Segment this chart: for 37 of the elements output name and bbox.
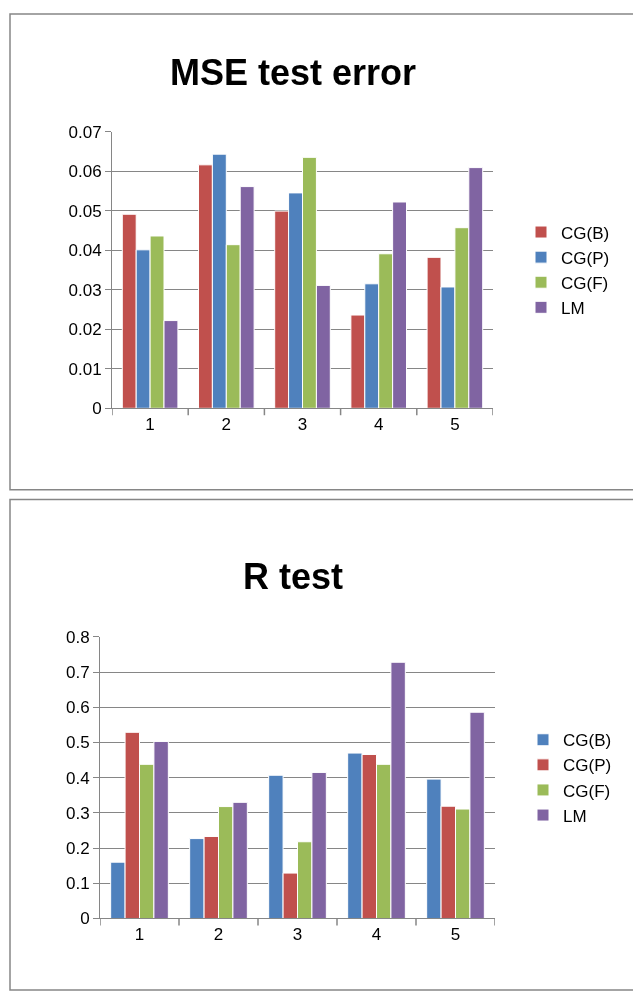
legend-label: LM xyxy=(561,298,585,318)
y-tick-label: 0.8 xyxy=(65,627,90,647)
x-tick-label: 2 xyxy=(213,924,224,944)
x-tick-label: 3 xyxy=(297,414,308,434)
y-tick-label: 0.02 xyxy=(68,320,102,340)
x-tick-label: 1 xyxy=(145,414,155,434)
y-tick-label: 0.6 xyxy=(65,698,90,718)
x-tick-label: 3 xyxy=(292,924,303,944)
y-tick-label: 0.7 xyxy=(65,663,90,683)
x-tick-label: 1 xyxy=(134,924,145,944)
y-tick-label: 0.03 xyxy=(68,280,102,300)
y-tick-label: 0.2 xyxy=(65,839,90,859)
x-tick-label: 5 xyxy=(450,924,461,944)
y-tick-label: 0.04 xyxy=(68,241,102,261)
x-tick-label: 4 xyxy=(371,924,382,944)
legend-label: CG(B) xyxy=(561,223,610,243)
legend-label: CG(P) xyxy=(561,248,610,268)
x-tick-label: 4 xyxy=(373,414,384,434)
y-tick-label: 0.5 xyxy=(65,733,90,753)
legend-label: CG(F) xyxy=(563,781,611,801)
chart-title: R test xyxy=(243,556,344,597)
legend-label: CG(F) xyxy=(561,273,609,293)
legend-label: CG(P) xyxy=(563,756,612,776)
legend-label: LM xyxy=(563,806,587,826)
y-tick-label: 0 xyxy=(80,909,90,929)
y-tick-label: 0.05 xyxy=(68,201,102,221)
y-tick-label: 0.4 xyxy=(65,768,90,788)
y-tick-label: 0.3 xyxy=(65,803,90,823)
y-tick-label: 0.01 xyxy=(68,359,102,379)
chart-title: MSE test error xyxy=(170,52,417,93)
y-tick-label: 0.06 xyxy=(68,162,102,182)
legend-label: CG(B) xyxy=(563,731,612,751)
y-tick-label: 0 xyxy=(92,399,102,419)
y-tick-label: 0.07 xyxy=(68,122,102,142)
x-tick-label: 2 xyxy=(221,414,232,434)
x-tick-label: 5 xyxy=(450,414,460,434)
y-tick-label: 0.1 xyxy=(65,874,90,894)
